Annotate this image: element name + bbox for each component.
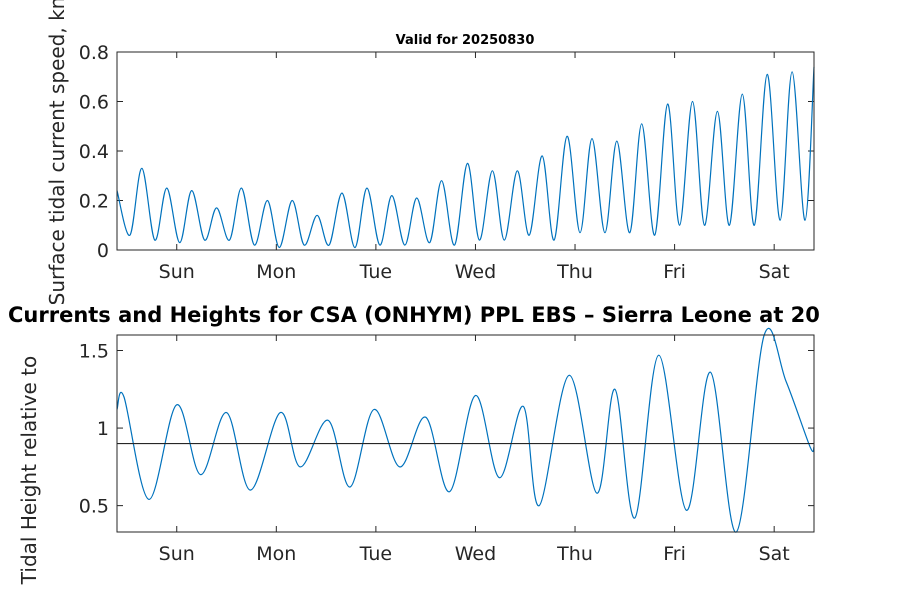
x-tick-label-fri: Fri	[663, 261, 686, 283]
x-tick-label-thu: Thu	[556, 543, 593, 565]
x-tick-label-wed: Wed	[455, 543, 496, 565]
x-tick-label-mon: Mon	[256, 261, 296, 283]
x-tick-label-tue: Tue	[359, 261, 392, 283]
y-tick-label: 0	[97, 240, 109, 262]
height-x-tick-labels: Sun Mon Tue Wed Thu Fri Sat	[159, 543, 790, 565]
current-speed-line	[116, 66, 815, 249]
y-tick-label: 1	[97, 418, 109, 440]
height-ticks	[117, 335, 814, 532]
current-ticks	[117, 51, 814, 251]
tidal-height-chart: 0.5 1 1.5 Sun Mon Tue Wed Thu Fri Sat Tidal Heig…	[17, 327, 815, 585]
current-y-tick-labels: 0 0.2 0.4 0.6 0.8	[79, 42, 109, 262]
height-y-axis-label: Tidal Height relative to	[17, 356, 41, 585]
current-speed-chart: Valid for 20250830 0 0.2 0.4 0.6 0.8 Sun Mon T…	[45, 0, 815, 305]
x-tick-label-fri: Fri	[663, 543, 686, 565]
current-y-axis-label: Surface tidal current speed, kn	[45, 0, 69, 305]
height-y-tick-labels: 0.5 1 1.5	[79, 341, 109, 518]
x-tick-label-sat: Sat	[759, 543, 790, 565]
y-tick-label: 0.4	[79, 141, 109, 163]
x-tick-label-sun: Sun	[159, 261, 195, 283]
height-plot-frame	[116, 334, 815, 533]
x-tick-label-wed: Wed	[455, 261, 496, 283]
current-plot-frame	[116, 51, 815, 251]
y-tick-label: 0.5	[79, 496, 109, 518]
current-x-tick-labels: Sun Mon Tue Wed Thu Fri Sat	[159, 261, 790, 283]
x-tick-label-mon: Mon	[256, 543, 296, 565]
y-tick-label: 1.5	[79, 341, 109, 363]
x-tick-label-tue: Tue	[359, 543, 392, 565]
y-tick-label: 0.2	[79, 191, 109, 213]
y-tick-label: 0.8	[79, 42, 109, 64]
tidal-height-line	[116, 327, 815, 533]
x-tick-label-sat: Sat	[759, 261, 790, 283]
y-tick-label: 0.6	[79, 92, 109, 114]
x-tick-label-thu: Thu	[556, 261, 593, 283]
x-tick-label-sun: Sun	[159, 543, 195, 565]
current-chart-title: Valid for 20250830	[396, 33, 535, 48]
figure-title: Currents and Heights for CSA (ONHYM) PPL…	[8, 303, 820, 327]
